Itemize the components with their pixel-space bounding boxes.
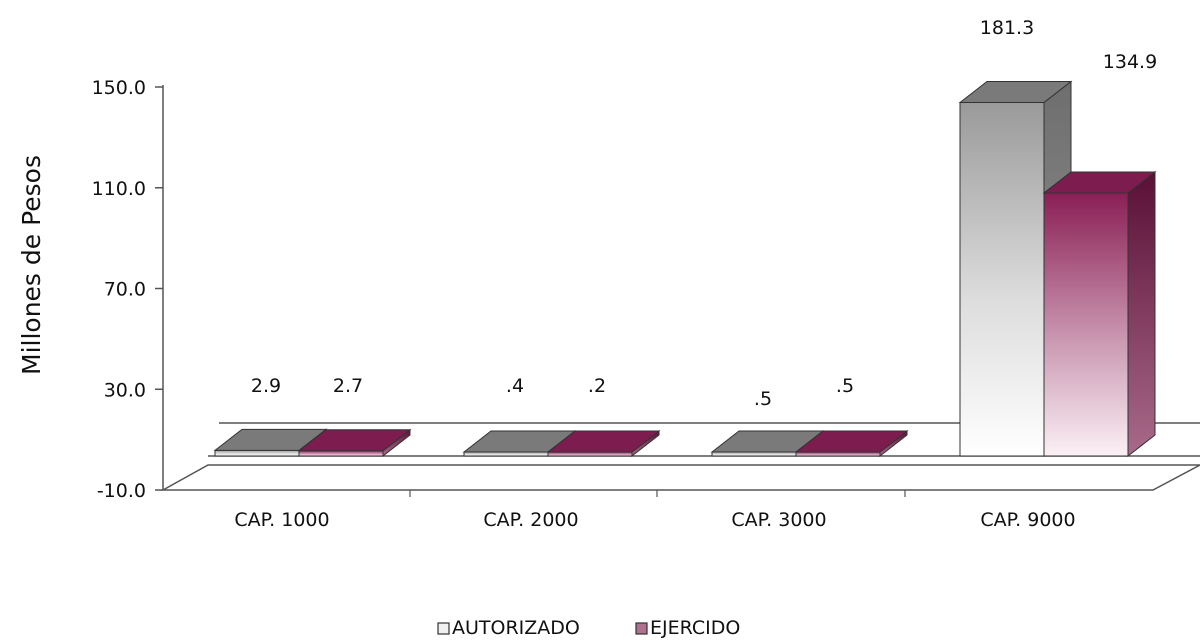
data-label-autorizado: .4 — [506, 375, 524, 397]
data-label-autorizado: 181.3 — [980, 17, 1034, 39]
bars — [213, 80, 1157, 458]
bar-top — [1042, 171, 1157, 194]
data-label-autorizado: 2.9 — [251, 375, 281, 397]
bar-front — [1043, 192, 1129, 457]
bar-side — [1127, 170, 1156, 458]
legend-label-autorizado: AUTORIZADO — [452, 617, 580, 639]
legend-swatch-autorizado — [437, 622, 450, 635]
x-tick-labels: CAP. 1000 CAP. 2000 CAP. 3000 CAP. 9000 — [234, 490, 1076, 531]
y-axis-title: Millones de Pesos — [17, 155, 46, 375]
x-tick-label: CAP. 3000 — [731, 509, 826, 531]
data-label-ejercido: .2 — [588, 375, 606, 397]
y-tick-label: 150.0 — [92, 77, 146, 99]
data-label-ejercido: 2.7 — [333, 375, 363, 397]
data-label-ejercido: .5 — [836, 375, 854, 397]
bar-ejercido — [1042, 170, 1157, 458]
y-ticks: -10.0 30.0 70.0 110.0 150.0 — [92, 77, 163, 502]
bar-front — [711, 451, 797, 457]
data-label-ejercido: 134.9 — [1103, 51, 1157, 73]
data-label-autorizado: .5 — [754, 388, 772, 410]
floor-outline — [160, 464, 1200, 491]
bar-top — [794, 430, 909, 453]
y-tick-label: 110.0 — [92, 178, 146, 200]
bar-top — [297, 429, 412, 452]
bar-ejercido — [546, 429, 661, 458]
bar-top — [546, 430, 661, 453]
bar-front — [795, 451, 881, 457]
legend-label-ejercido: EJERCIDO — [650, 617, 740, 639]
bar-front — [298, 450, 384, 457]
x-tick-label: CAP. 1000 — [234, 509, 329, 531]
legend-swatch-ejercido — [635, 622, 648, 635]
bar-front — [959, 101, 1045, 457]
bar-ejercido — [297, 428, 412, 458]
x-tick-label: CAP. 2000 — [483, 509, 578, 531]
bar-front — [547, 451, 633, 457]
bar-ejercido — [794, 429, 909, 458]
y-tick-label: 30.0 — [104, 379, 146, 401]
legend: AUTORIZADO EJERCIDO — [437, 617, 740, 639]
y-tick-label: -10.0 — [97, 480, 146, 502]
bar-front — [214, 449, 300, 457]
bar-top — [958, 80, 1073, 103]
x-tick-label: CAP. 9000 — [980, 509, 1075, 531]
data-labels: 2.9 2.7 .4 .2 .5 .5 181.3 134.9 — [251, 17, 1157, 410]
y-tick-label: 70.0 — [104, 279, 146, 301]
bar-front — [463, 451, 549, 457]
